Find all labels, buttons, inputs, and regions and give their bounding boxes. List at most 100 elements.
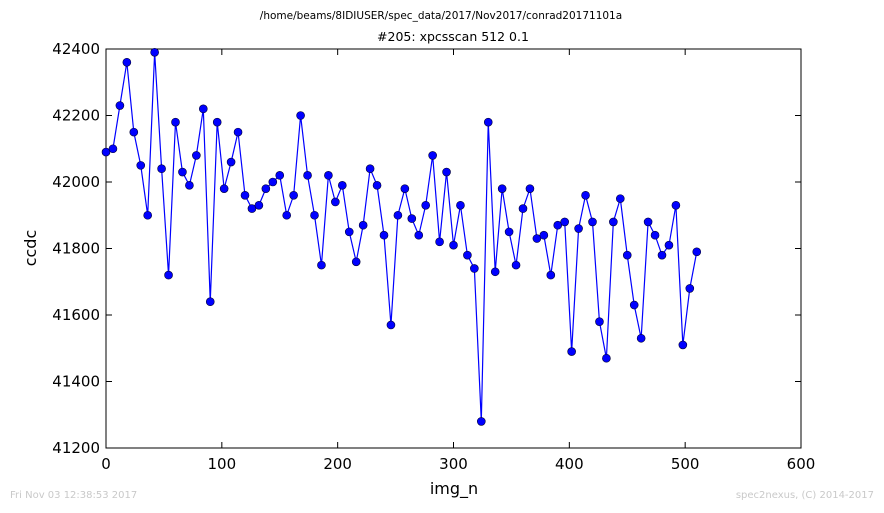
data-point [657,250,667,260]
data-point [490,267,500,277]
data-point [636,333,646,343]
data-point [650,230,660,240]
y-tick-label: 42200 [52,107,100,125]
x-tick-label: 100 [208,455,237,473]
data-point [129,127,139,137]
data-point [421,200,431,210]
data-point [199,104,208,114]
data-point [449,240,458,250]
data-point [546,270,556,280]
y-tick-label: 42000 [52,173,100,191]
y-axis-label: ccdc [21,230,40,267]
data-point [337,181,347,190]
data-point [532,234,542,243]
data-point [164,270,173,280]
footer-credit: spec2nexus, (C) 2014-2017 [736,490,874,501]
data-point [261,184,271,193]
data-point [622,250,632,260]
data-point [108,144,118,154]
data-point [393,210,403,220]
data-point [588,217,597,227]
data-point [143,210,152,220]
data-point [317,260,326,270]
data-point [407,214,417,223]
series-line [105,52,698,422]
data-point [247,204,257,213]
data-point [504,227,514,237]
data-point [115,101,125,110]
footer-timestamp: Fri Nov 03 12:38:53 2017 [10,490,137,501]
data-point [602,353,611,363]
data-point [192,151,201,160]
data-point [615,194,625,203]
data-point [351,257,361,267]
data-point [157,164,166,173]
y-tick-label: 41400 [52,373,100,391]
data-point [303,171,312,180]
data-point [692,247,702,257]
chart-subtitle: #205: xpcsscan 512 0.1 [377,29,529,44]
data-point [240,191,250,200]
data-point [171,117,180,127]
data-point [560,217,570,227]
y-axis-ticks: 41200 41400 41600 41800 42000 42200 42400 [52,40,801,457]
chart-title: /home/beams/8IDIUSER/spec_data/2017/Nov2… [260,10,622,22]
data-point [435,237,444,247]
data-point [511,260,521,270]
data-point [212,117,222,127]
data-point [664,240,674,250]
data-point [574,224,583,233]
data-point [268,177,278,187]
data-point [581,191,590,200]
x-tick-label: 300 [439,455,468,473]
data-point [671,200,681,210]
data-series [101,48,702,426]
x-tick-label: 500 [671,455,700,473]
data-point [685,284,695,293]
data-point [442,167,451,177]
data-point [205,297,215,307]
data-point [539,230,549,240]
data-point [567,347,576,356]
x-tick-label: 600 [787,455,816,473]
data-point [282,210,292,220]
data-point [365,164,375,173]
data-point [289,191,298,200]
data-point [518,204,528,213]
data-point [483,117,493,127]
data-point [344,227,354,237]
data-point [678,340,688,350]
data-point [629,300,639,310]
data-point [178,167,187,177]
data-point [456,200,465,210]
data-point [136,161,146,170]
y-tick-label: 41800 [52,240,100,258]
data-point [101,147,111,157]
y-tick-label: 41600 [52,306,100,324]
data-point [400,184,410,193]
data-point [226,157,236,167]
data-point [122,57,132,67]
x-axis-label: img_n [430,479,478,499]
data-point [525,184,535,193]
data-point [296,111,305,120]
data-point [219,184,229,193]
data-point [595,317,604,326]
data-point [358,220,368,230]
data-point [609,217,618,227]
data-point [428,151,437,160]
data-point [476,417,486,426]
data-point [275,171,285,180]
data-point [553,220,563,230]
data-point [372,181,382,190]
data-point [386,320,396,330]
data-point [324,171,333,180]
data-point [643,217,653,227]
data-point [414,230,424,240]
data-point [150,48,159,57]
data-point [497,184,507,193]
x-axis-ticks: 0 100 200 300 400 500 600 [101,49,815,473]
data-point [310,210,319,220]
